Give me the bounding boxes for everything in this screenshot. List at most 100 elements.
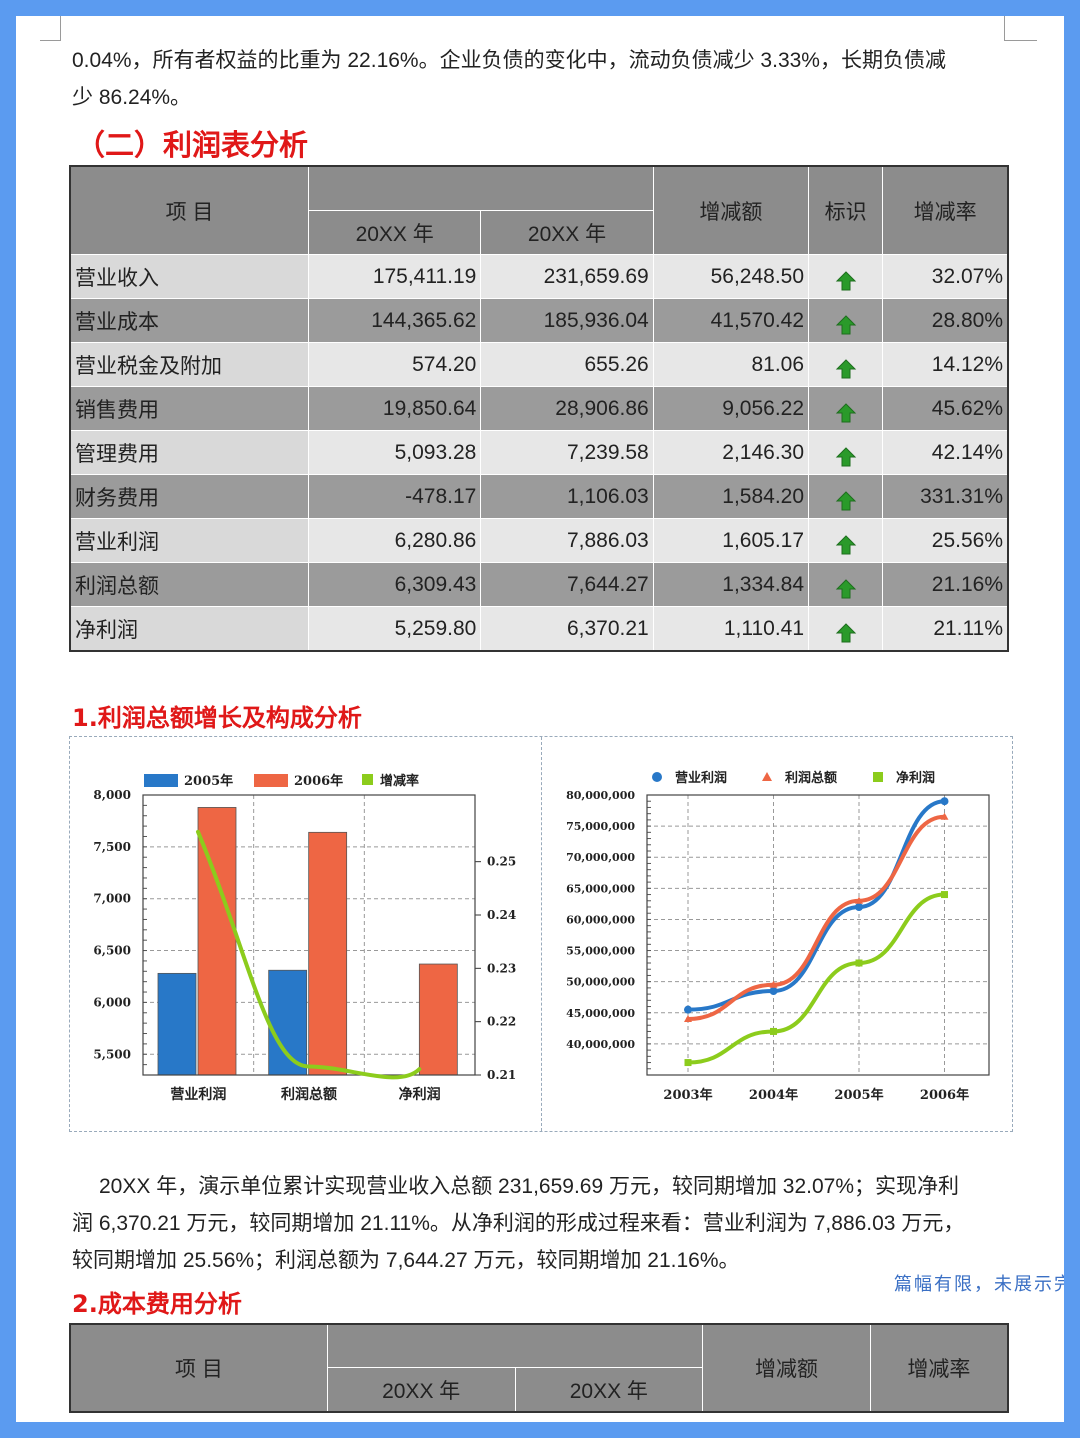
trend-line-营业利润 xyxy=(686,799,947,1012)
row-rate-value: 42.14% xyxy=(882,430,1009,475)
row-flag xyxy=(808,342,884,387)
legend-label: 2006年 xyxy=(294,773,343,789)
x-tick-label: 2005年 xyxy=(834,1087,883,1103)
legend-marker xyxy=(652,772,662,782)
table-row: 营业成本 144,365.62 185,936.04 41,570.42 28.80% xyxy=(69,298,1009,343)
y2-tick-label: 0.23 xyxy=(487,961,516,975)
y2-tick-label: 0.22 xyxy=(487,1015,516,1029)
bar-2006年-利润总额 xyxy=(308,831,348,1076)
row-item-name: 利润总额 xyxy=(69,562,309,607)
data-point xyxy=(684,1005,692,1014)
data-point xyxy=(684,1059,692,1067)
row-rate-value: 28.80% xyxy=(882,298,1009,343)
row-year2-value: 655.26 xyxy=(480,342,654,387)
data-point xyxy=(769,980,778,988)
row-year1-value: 19,850.64 xyxy=(307,386,482,431)
row-rate-value: 21.11% xyxy=(882,606,1009,652)
row-rate-value: 45.62% xyxy=(882,386,1009,431)
y-tick-label: 40,000,000 xyxy=(566,1038,635,1051)
y-tick-label: 8,000 xyxy=(93,788,131,802)
row-change-value: 41,570.42 xyxy=(652,298,810,343)
cost-header-year-1: 20XX 年 xyxy=(326,1367,516,1413)
profit-trend-line-chart: 80,000,000 75,000,000 70,000,000 65,000,000… xyxy=(566,770,990,1103)
y-tick-label: 5,500 xyxy=(93,1047,131,1061)
trend-line-利润总额 xyxy=(686,814,947,1021)
row-rate-value: 14.12% xyxy=(882,342,1009,387)
header-flag: 标识 xyxy=(808,165,884,255)
data-point xyxy=(855,903,863,911)
row-year2-value: 6,370.21 xyxy=(480,606,654,652)
up-arrow-icon xyxy=(835,578,856,598)
bar-2005年-利润总额 xyxy=(268,969,308,1076)
table-row: 营业收入 175,411.19 231,659.69 56,248.50 32.07% xyxy=(69,254,1009,299)
table-row: 利润总额 6,309.43 7,644.27 1,334.84 21.16% xyxy=(69,562,1009,607)
truncation-note: 篇幅有限，未展示完 xyxy=(894,1274,1064,1295)
row-item-name: 营业收入 xyxy=(69,254,309,299)
charts-divider xyxy=(541,737,542,1131)
crop-mark-right xyxy=(1004,16,1037,41)
data-point xyxy=(941,891,948,899)
row-flag xyxy=(808,606,884,652)
plot-frame xyxy=(142,794,476,1076)
y2-tick-label: 0.24 xyxy=(487,908,516,922)
data-point xyxy=(769,987,778,995)
legend-label: 增减率 xyxy=(380,773,419,789)
y-tick-label: 70,000,000 xyxy=(566,851,635,864)
profit-bar-chart: 8,000 7,500 7,000 6,500 6,000 5,500 0.25 0.24 0.… xyxy=(93,773,516,1103)
row-year2-value: 231,659.69 xyxy=(480,254,654,299)
up-arrow-icon xyxy=(835,314,856,334)
row-change-value: 56,248.50 xyxy=(652,254,810,299)
y-tick-label: 80,000,000 xyxy=(566,789,635,802)
legend-marker xyxy=(873,772,883,782)
document-page: 0.04%，所有者权益的比重为 22.16%。企业负债的变化中，流动负债减少 3… xyxy=(16,16,1064,1422)
x-tick-label: 2004年 xyxy=(749,1087,798,1103)
y-tick-label: 60,000,000 xyxy=(566,913,635,926)
y-tick-label: 7,500 xyxy=(93,840,131,854)
y2-tick-label: 0.21 xyxy=(487,1068,516,1082)
data-point xyxy=(940,797,949,806)
summary-paragraph: 20XX 年，演示单位累计实现营业收入总额 231,659.69 万元，较同期增… xyxy=(72,1168,1012,1279)
row-item-name: 销售费用 xyxy=(69,386,309,431)
cost-header-rate: 增减率 xyxy=(869,1323,1009,1413)
up-arrow-icon xyxy=(835,358,856,378)
row-year2-value: 1,106.03 xyxy=(480,474,654,519)
row-item-name: 营业税金及附加 xyxy=(69,342,309,387)
y-tick-label: 75,000,000 xyxy=(566,820,635,833)
cost-header-year-2: 20XX 年 xyxy=(514,1367,704,1413)
x-tick-label: 2003年 xyxy=(663,1087,712,1103)
header-rate: 增减率 xyxy=(882,165,1009,255)
row-rate-value: 331.31% xyxy=(882,474,1009,519)
y-tick-label: 6,500 xyxy=(93,944,131,958)
row-year2-value: 7,239.58 xyxy=(480,430,654,475)
profit-table: 项 目 增减额 标识 增减率 20XX 年 20XX 年 营业收入 175,411… xyxy=(69,165,1009,652)
row-year2-value: 185,936.04 xyxy=(480,298,654,343)
row-flag xyxy=(808,298,884,343)
row-rate-value: 25.56% xyxy=(882,518,1009,563)
intro-paragraph: 0.04%，所有者权益的比重为 22.16%。企业负债的变化中，流动负债减少 3… xyxy=(72,42,1012,116)
legend-swatch xyxy=(362,774,373,785)
row-flag xyxy=(808,430,884,475)
header-change: 增减额 xyxy=(652,165,810,255)
row-year1-value: 574.20 xyxy=(307,342,482,387)
cost-header-change: 增减额 xyxy=(702,1323,871,1413)
row-year1-value: 5,259.80 xyxy=(307,606,482,652)
data-point xyxy=(855,959,863,967)
row-rate-value: 32.07% xyxy=(882,254,1009,299)
charts-panel: 8,000 7,500 7,000 6,500 6,000 5,500 0.25 0.24 0.… xyxy=(69,736,1013,1132)
data-point xyxy=(855,896,863,904)
bar-2006年-营业利润 xyxy=(197,807,237,1076)
header-year-2: 20XX 年 xyxy=(480,210,654,255)
row-item-name: 净利润 xyxy=(69,606,309,652)
row-year1-value: 6,280.86 xyxy=(307,518,482,563)
summary-line-2: 润 6,370.21 万元，较同期增加 21.11%。从净利润的形成过程来看：营… xyxy=(72,1212,965,1235)
x-tick-label: 营业利润 xyxy=(170,1086,226,1103)
data-point xyxy=(770,1027,777,1035)
cost-header-item: 项 目 xyxy=(69,1323,328,1413)
row-flag xyxy=(808,254,884,299)
up-arrow-icon xyxy=(835,622,856,642)
bar-2006年-净利润 xyxy=(418,963,458,1076)
y-tick-label: 65,000,000 xyxy=(566,882,635,895)
rate-line xyxy=(196,829,422,1080)
row-change-value: 1,584.20 xyxy=(652,474,810,519)
table-row: 营业利润 6,280.86 7,886.03 1,605.17 25.56% xyxy=(69,518,1009,563)
